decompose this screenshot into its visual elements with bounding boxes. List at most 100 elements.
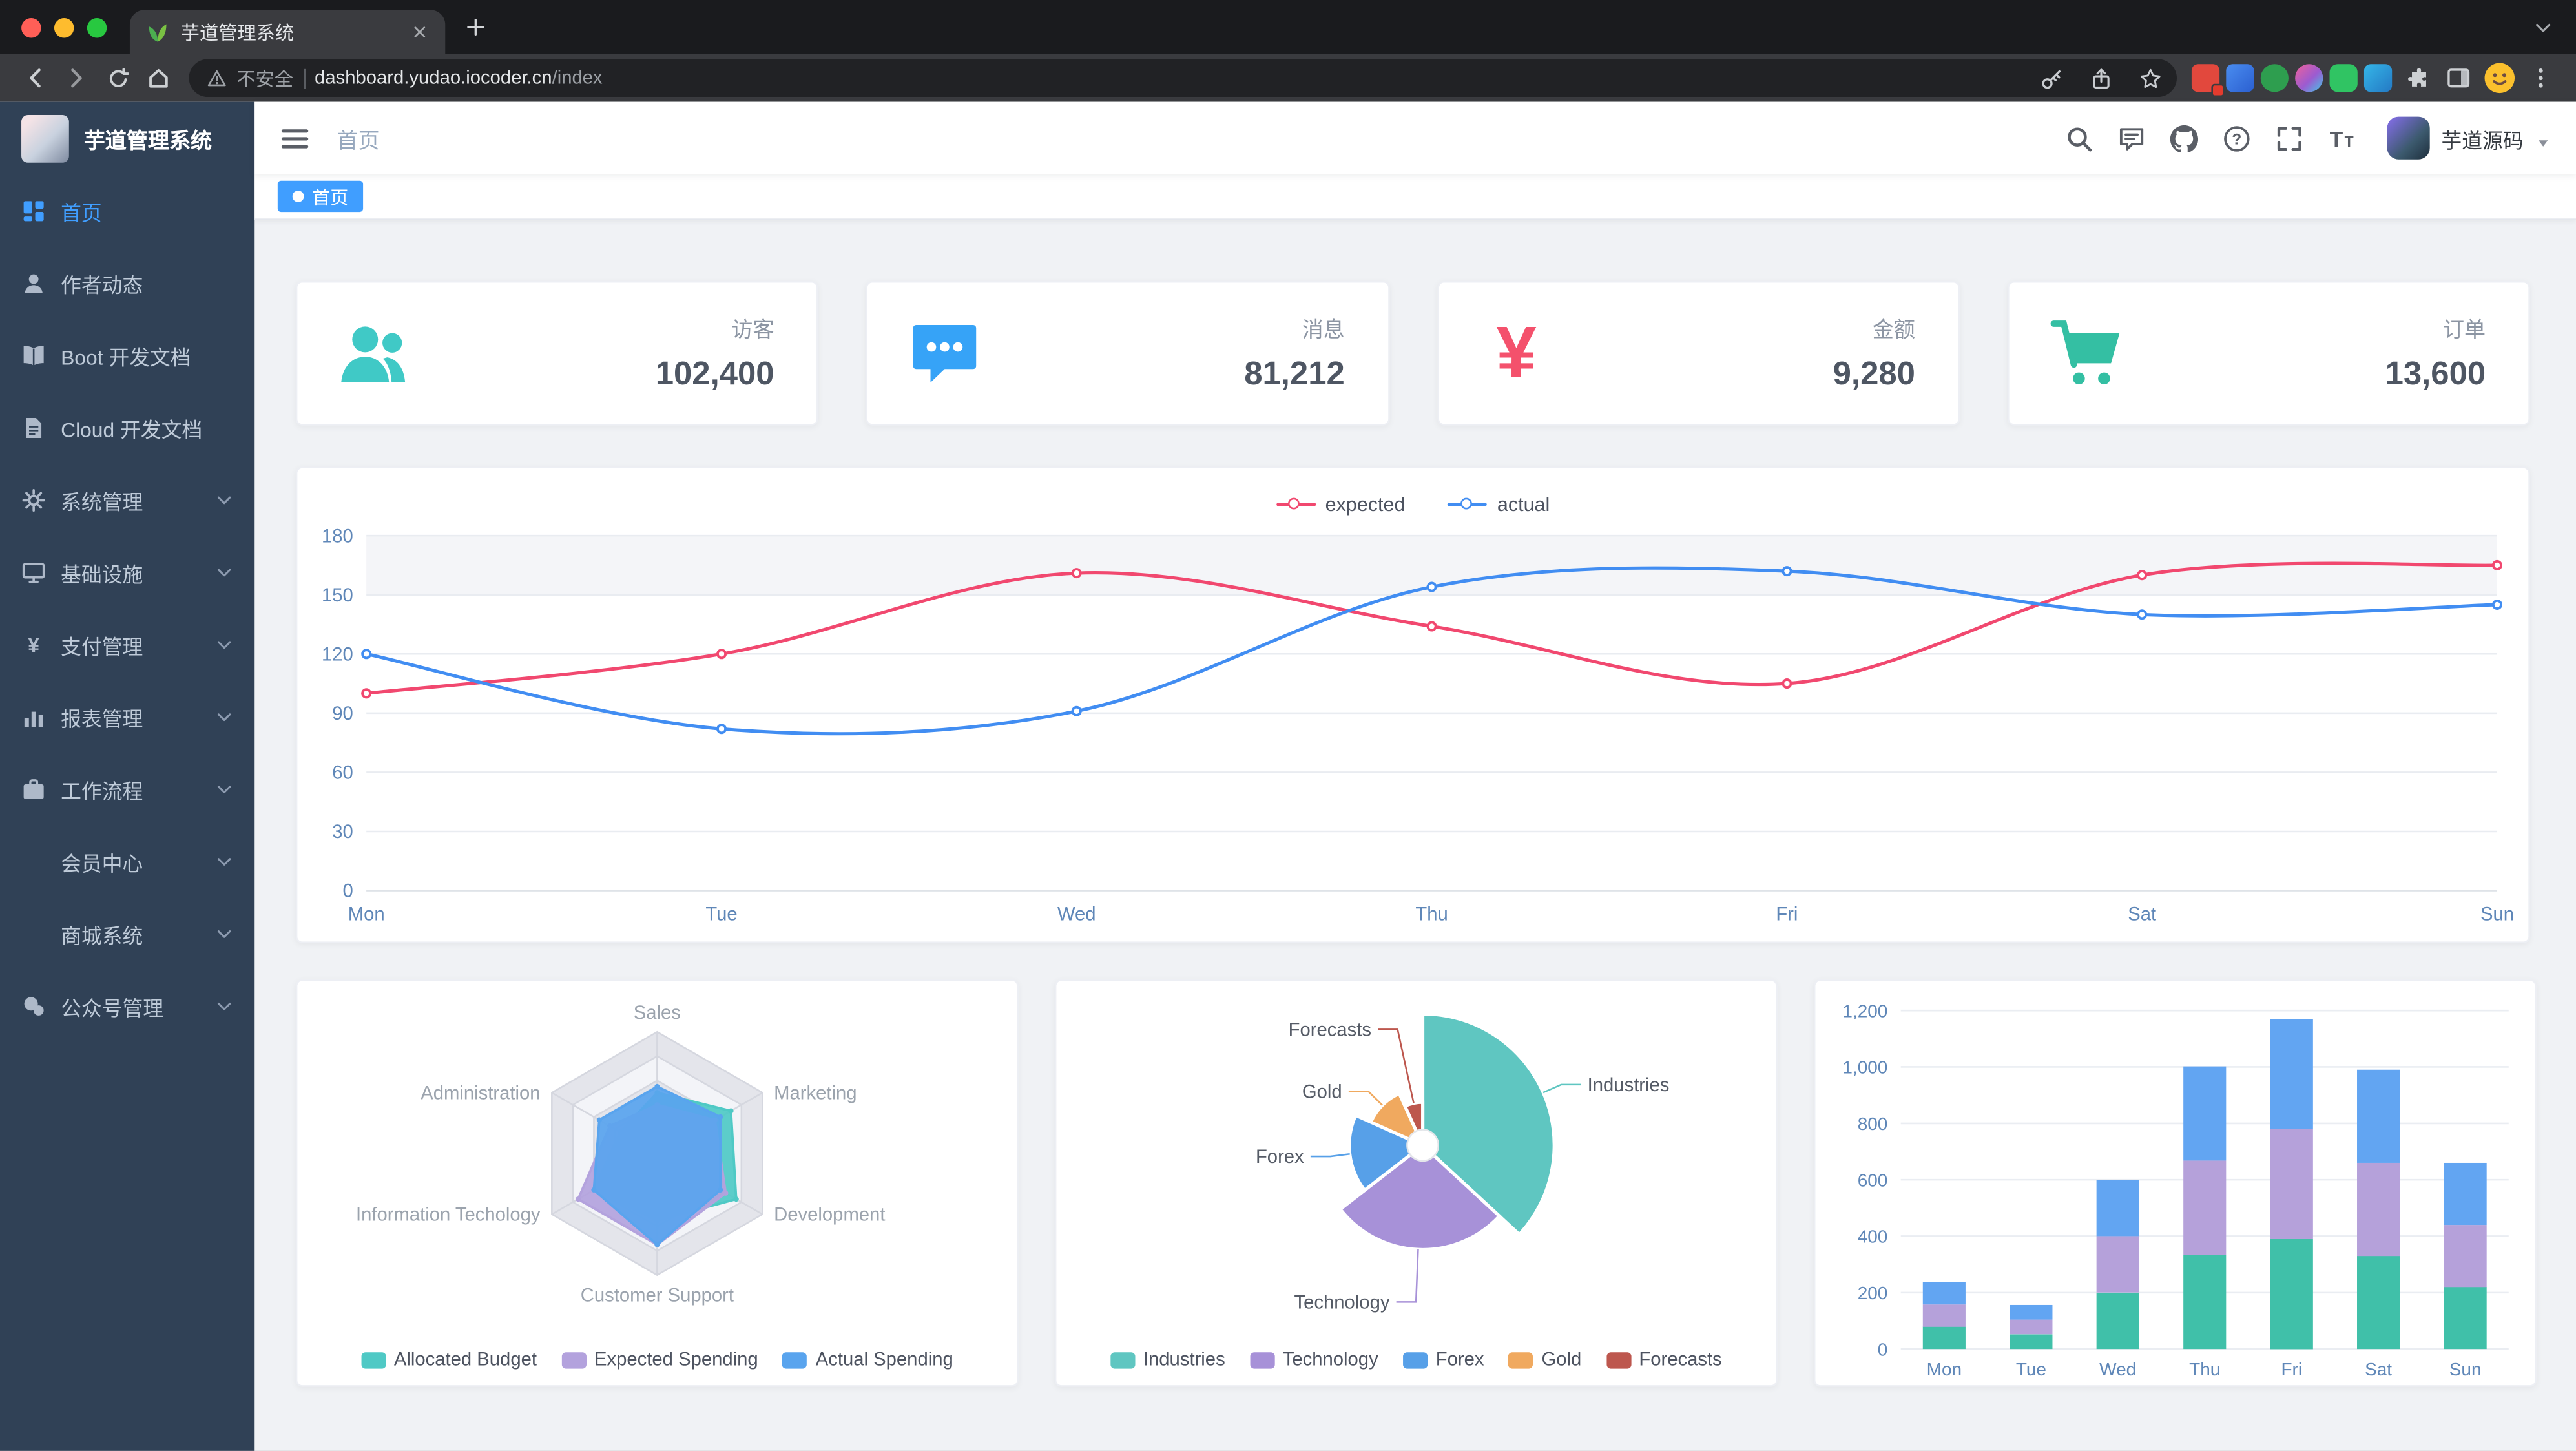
stat-cards-row: 访客 102,400 消息 81,212 ¥ 金额 9,280 订单 13,600	[295, 280, 2530, 426]
side-panel-button[interactable]	[2438, 57, 2479, 99]
side-panel-icon	[2446, 66, 2471, 90]
radar-chart: Sales Administration Information Techology…	[356, 1003, 885, 1306]
help-button[interactable]: ?	[2223, 124, 2250, 152]
legend-item-gold[interactable]: Gold	[1508, 1351, 1581, 1370]
svg-text:600: 600	[1858, 1170, 1888, 1190]
tab-search-icon[interactable]	[2533, 17, 2553, 37]
web-page: 芋道管理系统 首页作者动态 Boot 开发文档 Cloud 开发文档系统管理 基础设施…	[0, 101, 2576, 1451]
sidebar-item-label: Cloud 开发文档	[61, 418, 203, 441]
sidebar-item-3[interactable]: Boot 开发文档	[0, 318, 254, 391]
browser-profile-avatar[interactable]	[2484, 63, 2515, 94]
people-icon	[21, 270, 46, 295]
sidebar-item-7[interactable]: ¥ 支付管理	[0, 608, 254, 680]
close-window-button[interactable]	[21, 17, 41, 37]
legend-swatch	[561, 1352, 587, 1369]
svg-text:Marketing: Marketing	[774, 1083, 857, 1104]
user-name: 芋道源码	[2441, 129, 2524, 152]
browser-tab[interactable]: 芋道管理系统	[129, 10, 446, 54]
svg-text:Technology: Technology	[1294, 1293, 1390, 1313]
svg-text:Development: Development	[774, 1205, 885, 1226]
close-tab-icon[interactable]	[411, 23, 429, 41]
svg-text:90: 90	[332, 704, 353, 724]
share-button[interactable]	[2081, 61, 2121, 94]
legend-item-forex[interactable]: Forex	[1402, 1351, 1484, 1370]
tab-favicon-icon	[146, 21, 169, 44]
sidebar-item-10[interactable]: 会员中心	[0, 825, 254, 897]
extensions-area	[2191, 64, 2393, 98]
search-button[interactable]	[2065, 124, 2093, 152]
legend-item-industries[interactable]: Industries	[1110, 1351, 1225, 1370]
svg-text:0: 0	[343, 881, 353, 902]
svg-text:Forex: Forex	[1256, 1147, 1304, 1167]
password-key-button[interactable]	[2032, 61, 2072, 94]
legend-item-technology[interactable]: Technology	[1249, 1351, 1378, 1370]
svg-text:Customer Support: Customer Support	[581, 1285, 734, 1306]
extensions-button[interactable]	[2397, 57, 2438, 99]
svg-text:120: 120	[322, 644, 353, 665]
sidebar-item-11[interactable]: 商城系统	[0, 897, 254, 970]
extension-icon-4[interactable]	[2295, 64, 2323, 92]
svg-text:Thu: Thu	[1415, 904, 1448, 924]
extension-icon-2[interactable]	[2226, 64, 2254, 92]
sidebar-item-2[interactable]: 作者动态	[0, 247, 254, 319]
extension-icon-5[interactable]	[2329, 64, 2358, 92]
github-button[interactable]	[2170, 124, 2199, 152]
sidebar-item-5[interactable]: 系统管理	[0, 463, 254, 536]
app-logo[interactable]: 芋道管理系统	[0, 102, 254, 174]
legend-item-actual[interactable]: actual	[1448, 493, 1550, 516]
back-button[interactable]	[15, 57, 56, 99]
legend-item-forecasts[interactable]: Forecasts	[1606, 1351, 1722, 1370]
message-dots-icon	[908, 315, 983, 391]
caret-down-icon	[2535, 130, 2551, 147]
stat-label: 订单	[2442, 317, 2486, 342]
sidebar-item-label: 作者动态	[61, 273, 143, 297]
user-menu[interactable]: 芋道源码	[2387, 116, 2551, 160]
legend-swatch	[1508, 1352, 1533, 1369]
sidebar-item-6[interactable]: 基础设施	[0, 536, 254, 608]
bookmark-button[interactable]	[2131, 61, 2170, 94]
svg-text:Mon: Mon	[1927, 1359, 1962, 1379]
home-button[interactable]	[138, 57, 180, 99]
message-button[interactable]	[2117, 124, 2145, 152]
forward-button[interactable]	[56, 57, 97, 99]
extension-icon-1[interactable]	[2191, 64, 2225, 98]
breadcrumb[interactable]: 首页	[337, 127, 380, 152]
fullscreen-button[interactable]	[2276, 124, 2303, 152]
zoom-window-button[interactable]	[87, 17, 107, 37]
sidebar-item-1[interactable]: 首页	[0, 174, 254, 247]
stat-card-3[interactable]: ¥ 金额 9,280	[1437, 280, 1960, 426]
sidebar-item-12[interactable]: 公众号管理	[0, 970, 254, 1042]
stat-label: 访客	[731, 317, 774, 342]
sidebar-item-9[interactable]: 工作流程	[0, 753, 254, 825]
chevron-down-icon	[215, 852, 233, 870]
line-chart-legend: expected actual	[297, 486, 2528, 523]
wechat-icon	[21, 993, 46, 1018]
browser-menu-button[interactable]	[2520, 57, 2562, 99]
legend-item-allocated-budget[interactable]: Allocated Budget	[360, 1351, 537, 1370]
hamburger-button[interactable]	[279, 122, 310, 153]
extension-icon-3[interactable]	[2260, 64, 2289, 92]
extension-icon-6[interactable]	[2363, 64, 2393, 92]
sidebar-item-8[interactable]: 报表管理	[0, 680, 254, 753]
legend-item-actual-spending[interactable]: Actual Spending	[782, 1351, 953, 1370]
stat-card-2[interactable]: 消息 81,212	[866, 280, 1389, 426]
bar-chart-card: 0 200 400 600 800 1,000 1,200 Mon Tue Wed Thu Fri Sa…	[1813, 979, 2537, 1387]
minimize-window-button[interactable]	[54, 17, 74, 37]
svg-text:1,200: 1,200	[1842, 1001, 1887, 1021]
new-tab-button[interactable]	[465, 16, 486, 37]
stat-card-4[interactable]: 订单 13,600	[2007, 280, 2530, 426]
legend-item-expected[interactable]: expected	[1276, 493, 1405, 516]
tag-view-home[interactable]: 首页	[277, 180, 364, 213]
stat-card-1[interactable]: 访客 102,400	[295, 280, 819, 426]
address-bar[interactable]: 不安全 dashboard.yudao.iocoder.cn/index	[189, 59, 2177, 98]
sidebar-item-label: 商城系统	[61, 924, 143, 948]
reload-button[interactable]	[97, 57, 138, 99]
sidebar-item-4[interactable]: Cloud 开发文档	[0, 391, 254, 463]
legend-item-expected-spending[interactable]: Expected Spending	[561, 1351, 758, 1370]
svg-text:T: T	[2345, 132, 2354, 149]
stat-value: 9,280	[1833, 356, 1915, 393]
legend-swatch	[1249, 1352, 1275, 1369]
